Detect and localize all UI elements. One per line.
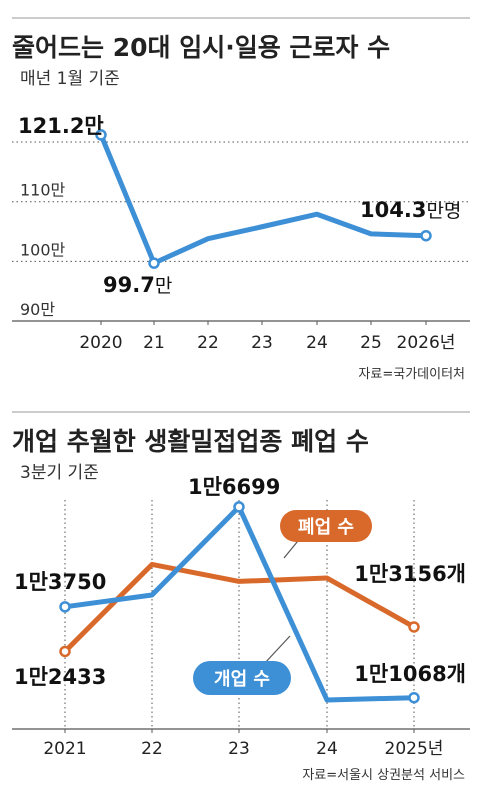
chart1-source: 자료=국가데이터처 (358, 367, 465, 382)
chart2-close-line (62, 561, 417, 654)
chart1-last-label: 104.3만명 (360, 198, 461, 222)
chart2-close-point (408, 621, 420, 633)
chart2-source: 자료=서울시 상권분석 서비스 (302, 768, 465, 783)
chart1-x-tick-label: 2026년 (397, 333, 456, 353)
chart1-x-tick-label: 24 (306, 333, 328, 353)
open-legend-label: 개업 수 (214, 669, 270, 690)
chart1-y-tick-label: 110만 (20, 181, 66, 200)
close-legend-pill (280, 510, 372, 542)
chart1-last-value: 104.3 (360, 198, 426, 222)
chart1-low-unit: 만 (155, 275, 172, 297)
chart2-x-tick-label: 24 (316, 739, 338, 759)
chart1-x-tick-label: 21 (143, 333, 165, 353)
chart1-x-tick-label: 23 (251, 333, 273, 353)
chart1-low-value: 99.7 (103, 273, 155, 297)
open-callout-leader (263, 635, 291, 665)
chart2-x-tick-label: 2021 (43, 739, 86, 759)
chart1-x-tick-label: 25 (360, 333, 382, 353)
chart2-close-first-label: 1만2433 (14, 665, 106, 689)
chart2-x-tick-label: 23 (228, 739, 250, 759)
chart1-y-tick-label: 100만 (20, 240, 66, 259)
chart1-subtitle: 매년 1월 기준 (20, 69, 120, 89)
close-legend-label: 폐업 수 (298, 517, 354, 538)
chart2-open-first-label: 1만3750 (14, 570, 106, 594)
chart1-point (420, 229, 432, 242)
chart2-title: 개업 추월한 생활밀접업종 폐업 수 (12, 427, 369, 456)
chart2-close-last-label: 1만3156개 (354, 562, 466, 586)
chart1-last-unit: 만명 (426, 200, 461, 222)
chart2-open-point (408, 691, 420, 704)
chart2-subtitle: 3분기 기준 (20, 463, 99, 483)
chart2-open-point (59, 601, 71, 613)
chart2-open-last-label: 1만1068개 (354, 662, 466, 686)
chart1-point (95, 129, 107, 141)
chart2-close-point (59, 645, 71, 658)
open-legend-pill (193, 661, 291, 695)
chart2-x-tick-label: 2025년 (385, 739, 444, 759)
chart1-title: 줄어드는 20대 임시·일용 근로자 수 (12, 33, 390, 62)
chart1-point (148, 257, 160, 269)
chart1-x-tick-label: 2020 (79, 333, 122, 353)
chart2-x-tick-label: 22 (141, 739, 163, 759)
chart2-open-peak-label: 1만6699 (188, 475, 280, 499)
chart1-x-tick-label: 22 (197, 333, 219, 353)
chart1-low-label: 99.7만 (103, 273, 172, 297)
chart1-y-tick-label: 90만 (20, 300, 55, 319)
chart2-open-point (233, 501, 245, 513)
chart1-first-label: 121.2만 (18, 114, 104, 138)
